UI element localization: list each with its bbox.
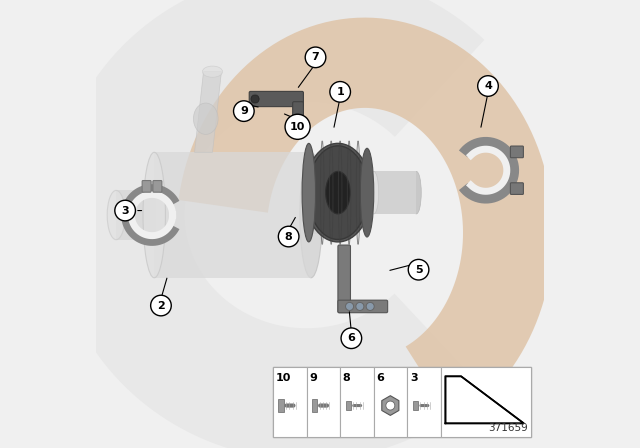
FancyBboxPatch shape [338,245,351,313]
Text: 4: 4 [484,81,492,91]
FancyBboxPatch shape [374,172,417,214]
Ellipse shape [369,172,379,214]
Text: 371659: 371659 [488,423,529,433]
Text: 9: 9 [240,106,248,116]
FancyBboxPatch shape [142,181,151,192]
FancyBboxPatch shape [292,102,303,120]
Circle shape [234,101,254,121]
Ellipse shape [305,143,372,242]
Circle shape [115,200,136,221]
FancyBboxPatch shape [338,300,388,313]
Ellipse shape [326,172,350,214]
Ellipse shape [412,172,421,214]
Ellipse shape [300,152,323,278]
Circle shape [477,76,499,96]
Circle shape [278,226,299,247]
FancyBboxPatch shape [154,152,311,278]
FancyBboxPatch shape [273,367,307,437]
Bar [278,399,284,412]
Text: 8: 8 [343,373,351,383]
FancyBboxPatch shape [441,367,531,437]
Ellipse shape [302,143,316,242]
FancyBboxPatch shape [408,367,441,437]
Text: 6: 6 [376,373,385,383]
FancyBboxPatch shape [374,367,407,437]
Bar [312,399,317,412]
Ellipse shape [143,152,165,278]
Circle shape [305,47,326,68]
FancyBboxPatch shape [307,367,340,437]
Text: 10: 10 [276,373,291,383]
Circle shape [330,82,351,102]
Polygon shape [195,72,221,152]
Text: 1: 1 [336,87,344,97]
Circle shape [346,302,353,310]
FancyBboxPatch shape [153,181,162,192]
FancyBboxPatch shape [511,183,524,194]
Bar [413,401,418,410]
Ellipse shape [193,103,218,134]
Text: 10: 10 [290,122,305,132]
FancyBboxPatch shape [511,146,524,158]
Bar [346,401,351,410]
Text: 5: 5 [415,265,422,275]
FancyBboxPatch shape [307,196,351,234]
FancyBboxPatch shape [249,91,303,107]
FancyBboxPatch shape [340,367,374,437]
Ellipse shape [251,94,259,104]
Circle shape [408,259,429,280]
Circle shape [251,95,259,103]
Text: 3: 3 [410,373,418,383]
Circle shape [366,302,374,310]
FancyBboxPatch shape [273,367,531,437]
Circle shape [150,295,172,316]
Polygon shape [382,396,399,415]
Ellipse shape [360,148,374,237]
Ellipse shape [202,66,223,78]
Circle shape [386,401,395,410]
Text: 3: 3 [122,206,129,215]
Text: 7: 7 [312,52,319,62]
Polygon shape [445,376,524,423]
Ellipse shape [108,190,125,240]
Ellipse shape [343,196,360,234]
FancyBboxPatch shape [116,190,157,240]
Ellipse shape [308,146,368,240]
Text: 9: 9 [309,373,317,383]
Text: 2: 2 [157,301,165,310]
Circle shape [285,114,310,139]
Text: 8: 8 [285,232,292,241]
Circle shape [356,302,364,310]
Text: 6: 6 [348,333,355,343]
Circle shape [341,328,362,349]
